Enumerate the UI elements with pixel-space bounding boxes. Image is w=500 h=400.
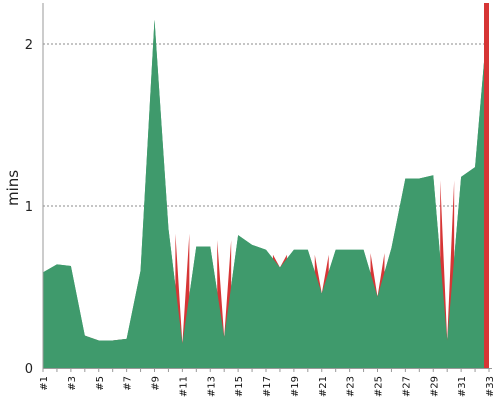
x-tick-label: #5	[95, 376, 106, 391]
x-tick-label: #27	[401, 376, 412, 397]
x-tick-label: #11	[178, 376, 189, 397]
y-tick-label: 1	[25, 200, 33, 215]
x-tick-label: #29	[429, 376, 440, 397]
x-tick-label: #31	[457, 376, 468, 397]
y-axis-title: mins	[4, 170, 22, 206]
x-tick-label: #23	[346, 376, 357, 397]
x-tick-label: #1	[39, 376, 50, 391]
last-point-bar	[484, 3, 489, 368]
x-tick-label: #25	[374, 376, 385, 397]
x-tick-label: #13	[206, 376, 217, 397]
x-tick-label: #33	[485, 376, 496, 397]
x-tick-label: #19	[290, 376, 301, 397]
x-tick-label: #17	[262, 376, 273, 397]
y-tick-label: 2	[25, 38, 33, 53]
green-area	[43, 3, 489, 368]
x-tick-label: #15	[234, 376, 245, 397]
x-tick-label: #7	[123, 376, 134, 391]
x-tick-label: #3	[67, 376, 78, 391]
x-tick-label: #9	[151, 376, 162, 391]
x-tick-label: #21	[318, 376, 329, 397]
y-tick-label: 0	[25, 362, 33, 377]
